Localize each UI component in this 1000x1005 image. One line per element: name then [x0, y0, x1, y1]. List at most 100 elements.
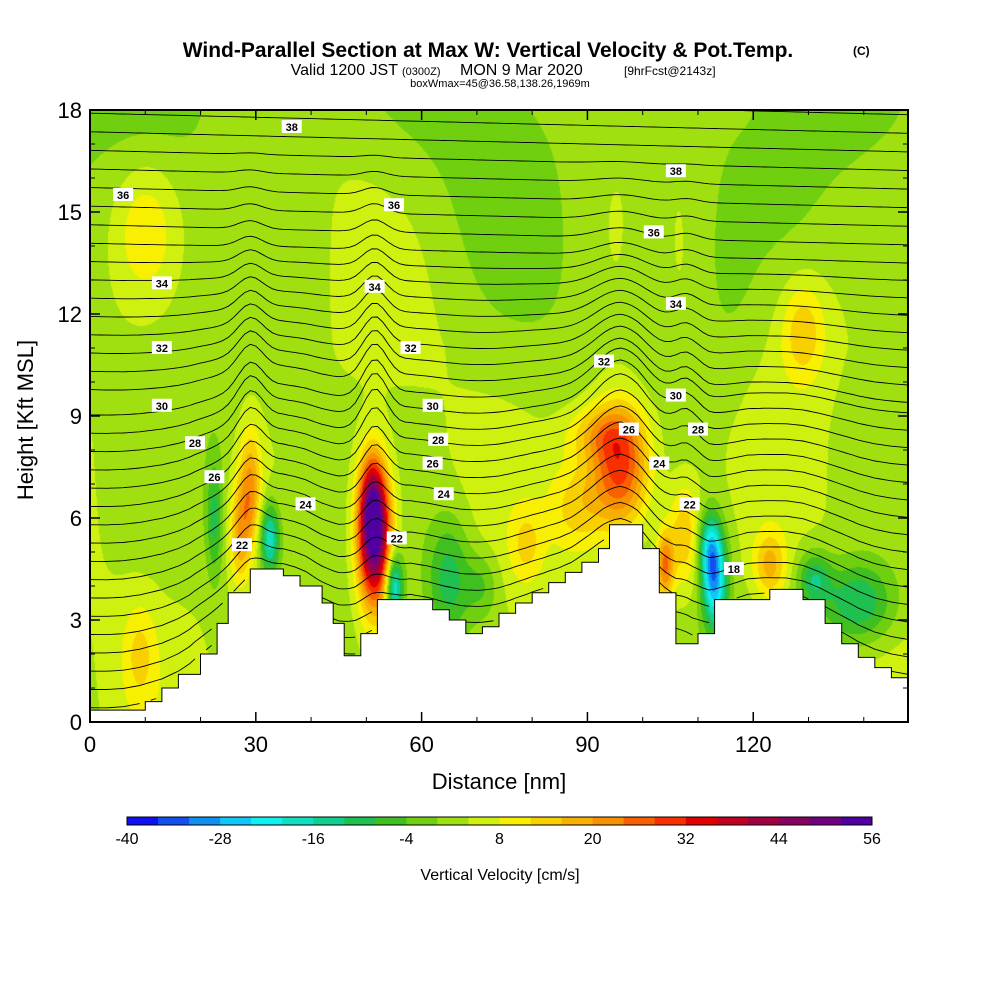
colorbar-swatch — [499, 817, 532, 825]
theta-contour-line — [90, 373, 908, 453]
theta-contour-line — [90, 262, 908, 299]
colorbar-swatch — [778, 817, 811, 825]
x-axis-label: Distance [nm] — [432, 769, 567, 794]
contour-label: 24 — [433, 487, 454, 501]
contour-label-background — [665, 164, 686, 178]
theta-contour-line — [90, 219, 908, 246]
contour-label-background — [383, 198, 404, 212]
contour-label-background — [113, 188, 134, 201]
colorbar-swatch — [809, 817, 842, 825]
theta-contour-line — [90, 469, 908, 562]
box-info: boxWmax=45@36.58,138.26,1969m — [410, 78, 590, 90]
theta-contour-line — [90, 359, 908, 434]
contour-label-text: 26 — [623, 425, 635, 437]
theta-contour-line — [90, 627, 908, 690]
contour-label-text: 26 — [208, 472, 220, 484]
contour-label-background — [433, 487, 454, 501]
colorbar-tick-label: 56 — [863, 831, 881, 848]
colorbar-swatch — [282, 817, 314, 825]
valid-utc: (0300Z) — [402, 66, 441, 78]
contour-label-background — [295, 497, 316, 511]
contour-label-text: 24 — [299, 499, 312, 511]
colorbar-swatch — [344, 817, 376, 825]
theta-contour-line — [90, 579, 908, 654]
contour-label-background — [386, 531, 407, 545]
y-tick-label: 9 — [70, 404, 82, 429]
colorbar-swatch — [530, 817, 563, 825]
contour-label-text: 22 — [236, 540, 248, 552]
contour-label-background — [428, 432, 449, 446]
contour-label: 18 — [723, 562, 744, 576]
theta-contour-line — [90, 347, 908, 416]
theta-contour-line — [699, 110, 908, 116]
contour-label: 34 — [151, 276, 172, 290]
contour-label: 22 — [231, 538, 252, 552]
y-axis-label: Height [Kft MSL] — [13, 340, 38, 500]
contour-label: 30 — [422, 398, 443, 413]
x-tick-label: 30 — [244, 732, 268, 757]
contour-label-background — [231, 538, 252, 552]
contour-label-text: 34 — [670, 299, 683, 311]
contour-label: 30 — [151, 398, 172, 413]
contour-label: 36 — [643, 225, 664, 239]
colorbar-swatch — [747, 817, 780, 825]
theta-contour-line — [90, 501, 908, 599]
colorbar-swatch — [251, 817, 283, 825]
contour-label-text: 26 — [427, 459, 439, 471]
colorbar-tick-label: -28 — [209, 831, 232, 848]
contour-label-background — [422, 398, 443, 412]
contour-label-background — [422, 456, 443, 470]
y-tick-label: 6 — [70, 506, 82, 531]
contour-label-background — [679, 497, 700, 511]
colorbar-label: Vertical Velocity [cm/s] — [420, 867, 579, 884]
theta-contour-line — [90, 653, 356, 709]
potential-temperature-contours — [90, 110, 908, 709]
colorbar-tick-label: -16 — [302, 831, 325, 848]
colorbar-tick-label: 20 — [584, 831, 602, 848]
contour-label-text: 24 — [653, 459, 666, 471]
contour-label-text: 22 — [391, 533, 403, 545]
valid-date: MON 9 Mar 2020 — [460, 62, 583, 79]
contour-label-text: 30 — [156, 401, 168, 413]
contour-labels: 38 36 36 38 36 34 34 34 32 32 32 30 30 30 28 28 28 26 26 26… — [113, 120, 744, 576]
contour-label: 26 — [422, 456, 443, 471]
contour-label-text: 36 — [117, 190, 129, 202]
colorbar-swatch — [437, 817, 469, 825]
theta-contour-line — [90, 248, 908, 281]
colorbar-swatch — [623, 817, 656, 825]
contour-label: 34 — [364, 279, 385, 294]
contour-label-text: 24 — [438, 489, 451, 501]
colorbar-tick-label: -40 — [115, 831, 138, 848]
colorbar-frame — [126, 816, 873, 826]
contour-label: 30 — [665, 388, 686, 403]
theta-contour-line — [90, 485, 908, 581]
y-tick-label: 0 — [70, 710, 82, 735]
colorbar-swatch — [313, 817, 345, 825]
terrain — [89, 524, 909, 723]
colorbar-swatch — [468, 817, 500, 825]
theta-contour-line — [90, 289, 908, 334]
colorbar-swatch — [654, 817, 687, 825]
theta-contour-line — [90, 301, 908, 351]
contour-label-background — [649, 456, 670, 470]
contour-label-background — [400, 341, 421, 354]
colorbar-tick-label: 32 — [677, 831, 695, 848]
colorbar-tick-label: 44 — [770, 831, 788, 848]
contour-label-text: 38 — [670, 166, 682, 178]
contour-label-background — [151, 341, 172, 354]
colorbar-swatch — [716, 817, 749, 825]
colorbar-tick-label: 8 — [495, 831, 504, 848]
colorbar-swatch — [592, 817, 625, 825]
contour-label-text: 32 — [598, 357, 610, 369]
contour-label-text: 34 — [156, 278, 169, 290]
valid-prefix: Valid 1200 JST — [291, 62, 399, 79]
contour-label: 38 — [665, 164, 686, 178]
theta-contour-line — [90, 275, 908, 316]
contour-label: 22 — [386, 531, 407, 545]
contour-label-text: 32 — [404, 343, 416, 355]
colorbar-swatch — [840, 817, 873, 825]
contour-label: 28 — [428, 432, 449, 447]
theta-contour-line — [90, 234, 908, 264]
theta-contour-line — [90, 313, 908, 369]
contour-label-background — [281, 120, 302, 133]
